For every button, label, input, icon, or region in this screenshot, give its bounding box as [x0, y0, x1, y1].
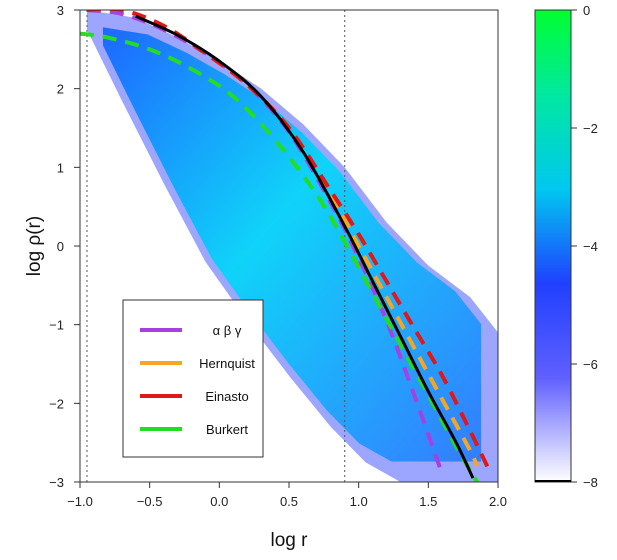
profile-curves	[80, 10, 493, 482]
y-tick-label: −3	[49, 475, 64, 490]
legend-label: Einasto	[205, 389, 248, 404]
colorbar-tick-label: −4	[583, 239, 598, 254]
colorbar-tick-label: 0	[583, 3, 590, 18]
y-tick-label: 2	[57, 82, 64, 97]
legend-label: Burkert	[206, 422, 248, 437]
density-band	[86, 10, 498, 482]
x-tick-label: 0.0	[210, 494, 228, 509]
y-axis: −3 −2 −1 0 1 2 3	[49, 3, 80, 490]
legend-label: Hernquist	[199, 356, 255, 371]
y-tick-label: 1	[57, 160, 64, 175]
x-tick-label: 0.5	[280, 494, 298, 509]
legend: α β γ Hernquist Einasto Burkert	[122, 299, 264, 458]
colorbar-gradient	[534, 9, 572, 483]
x-tick-label: −1.0	[67, 494, 93, 509]
x-tick-label: 1.5	[419, 494, 437, 509]
colorbar-tick-label: −8	[583, 475, 598, 490]
x-axis: −1.0 −0.5 0.0 0.5 1.0 1.5 2.0	[67, 482, 507, 509]
legend-label: α β γ	[213, 323, 242, 338]
y-tick-label: −2	[49, 396, 64, 411]
density-band-inner	[102, 27, 482, 462]
series-line-fit	[135, 14, 475, 479]
series-line-burkert	[80, 31, 479, 482]
colorbar-tick-label: −6	[583, 357, 598, 372]
y-axis-title: log ρ(r)	[24, 216, 45, 276]
series-line-einasto	[86, 10, 493, 476]
x-axis-title: log r	[271, 530, 309, 551]
y-tick-label: −1	[49, 318, 64, 333]
x-tick-label: 2.0	[489, 494, 507, 509]
x-tick-label: −0.5	[137, 494, 163, 509]
colorbar-tick-label: −2	[583, 121, 598, 136]
colorbar: 0 −2 −4 −6 −8	[534, 3, 598, 490]
y-tick-label: 3	[57, 3, 64, 18]
x-tick-label: 1.0	[350, 494, 368, 509]
y-tick-label: 0	[57, 239, 64, 254]
